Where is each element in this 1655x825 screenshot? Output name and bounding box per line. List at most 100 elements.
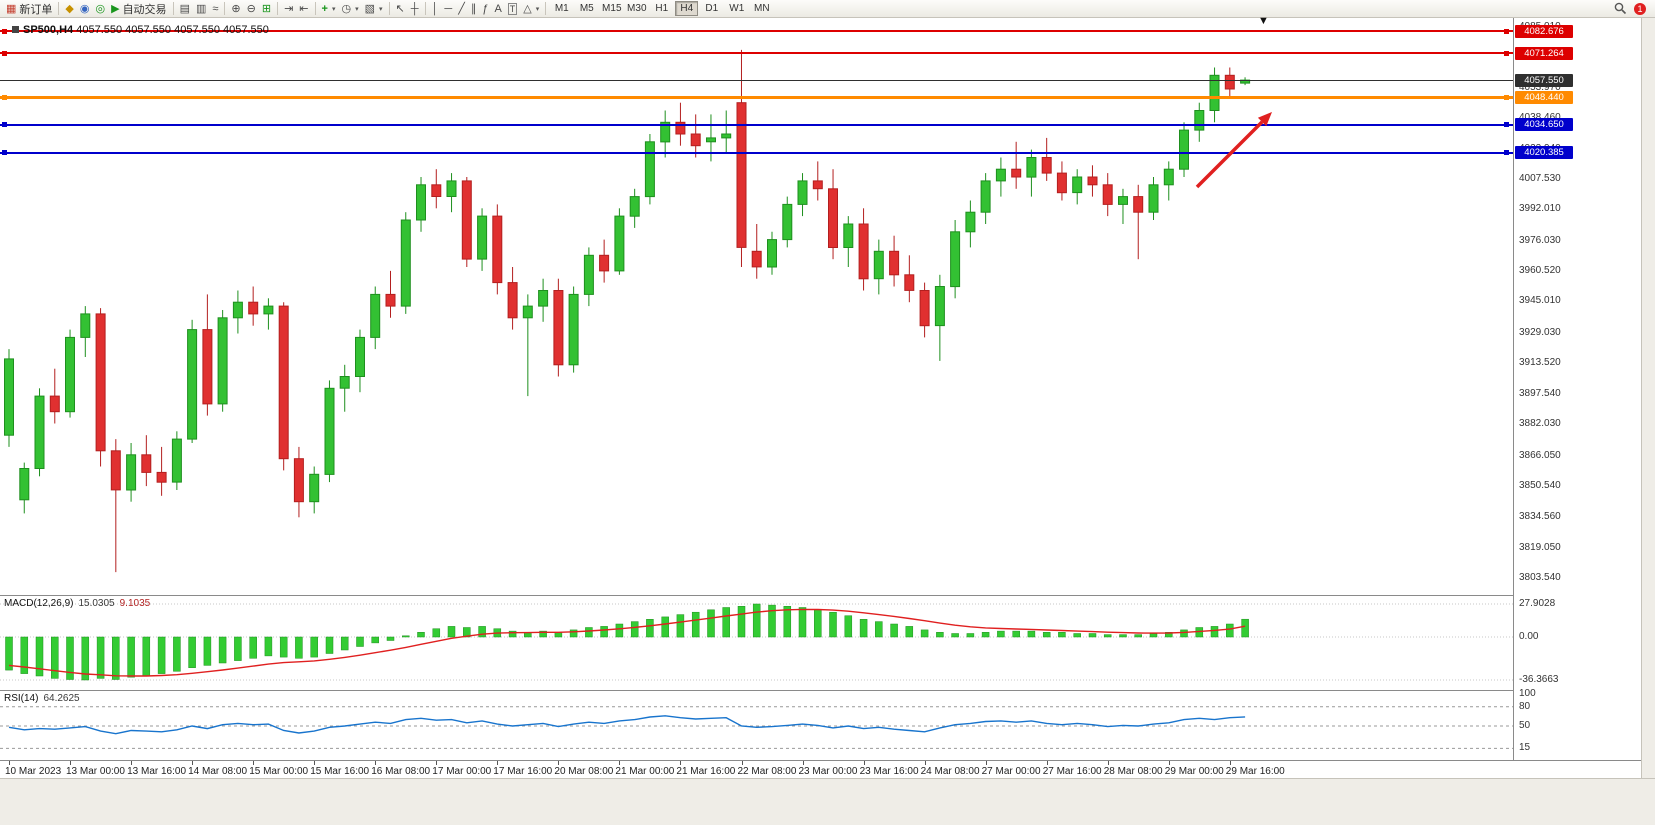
line-handle[interactable] xyxy=(1504,95,1509,101)
bar-chart-button[interactable]: ▤ xyxy=(177,1,193,17)
navigator-button[interactable]: ◎ xyxy=(92,1,108,17)
auto-scroll-button[interactable]: ⇥ xyxy=(281,1,296,17)
auto-trading-button[interactable]: ▶ 自动交易 xyxy=(108,1,169,17)
rsi-scale-label: 100 xyxy=(1519,688,1536,699)
timeframe-button-m30[interactable]: M30 xyxy=(627,3,647,14)
timeframe-button-d1[interactable]: D1 xyxy=(705,3,719,14)
candle xyxy=(721,110,732,154)
time-axis-label: 16 Mar 08:00 xyxy=(371,766,431,777)
time-axis-label: 27 Mar 00:00 xyxy=(981,766,1041,777)
search-button[interactable] xyxy=(1611,1,1630,17)
candle xyxy=(904,255,915,303)
timeframe-button-mn[interactable]: MN xyxy=(754,3,770,14)
horizontal-level-line[interactable] xyxy=(0,151,1513,154)
notification-badge[interactable]: 1 xyxy=(1634,2,1646,15)
main-chart-panel[interactable]: SP500,H4 4057.550 4057.550 4057.550 4057… xyxy=(0,15,1513,595)
line-handle[interactable] xyxy=(2,95,7,101)
time-axis-tick xyxy=(1229,761,1231,765)
marker-triangle-icon[interactable]: ▼ xyxy=(1258,15,1269,27)
time-axis[interactable]: 10 Mar 2023 13 Mar 00:00 13 Mar 16:00 14 Ma… xyxy=(0,760,1641,778)
text-label-button[interactable]: T xyxy=(505,1,521,17)
zoom-out-button[interactable]: ⊖ xyxy=(244,1,259,17)
timeframe-button-w1[interactable]: W1 xyxy=(729,3,745,14)
crosshair-button[interactable]: ┼ xyxy=(408,1,422,17)
timeframe-button-m1[interactable]: M1 xyxy=(554,3,569,14)
line-handle[interactable] xyxy=(2,122,7,128)
line-handle[interactable] xyxy=(1504,28,1509,34)
timeframe-button-m5[interactable]: M5 xyxy=(579,3,594,14)
candle xyxy=(1209,67,1220,123)
text-button[interactable]: A xyxy=(491,1,504,17)
shapes-button[interactable]: △ ▾ xyxy=(520,1,542,17)
candle xyxy=(263,298,274,330)
periods-button[interactable]: ◷ ▾ xyxy=(338,1,361,17)
periods-clock-icon: ◷ xyxy=(341,2,352,15)
horizontal-level-line[interactable] xyxy=(0,52,1513,55)
text-icon: A xyxy=(494,2,502,15)
timeframe-button-h1[interactable]: H1 xyxy=(655,3,669,14)
rsi-scale-label: 50 xyxy=(1519,720,1531,731)
cursor-button[interactable]: ↖ xyxy=(393,1,408,17)
rsi-label: RSI(14) 64.2625 xyxy=(4,693,80,704)
auto-scroll-icon: ⇥ xyxy=(284,2,294,15)
rsi-name: RSI(14) xyxy=(4,693,39,704)
candle xyxy=(1026,149,1037,197)
new-order-button[interactable]: ▦ 新订单 xyxy=(3,1,55,17)
search-icon xyxy=(1614,2,1627,15)
line-chart-button[interactable]: ≈ xyxy=(209,1,221,17)
line-handle[interactable] xyxy=(1504,50,1509,56)
candlestick-chart-button[interactable]: ▥ xyxy=(193,1,209,17)
line-handle[interactable] xyxy=(1504,122,1509,128)
timeframe-button-h4[interactable]: H4 xyxy=(675,1,699,16)
candle xyxy=(858,208,869,291)
candle xyxy=(171,431,182,490)
time-axis-tick xyxy=(192,761,194,765)
rsi-plot xyxy=(0,706,1513,749)
macd-panel[interactable]: MACD(12,26,9) 15.0305 9.1035 xyxy=(0,595,1513,690)
candle xyxy=(202,294,213,416)
toolbar-separator xyxy=(314,2,316,15)
rsi-scale-label: 15 xyxy=(1519,742,1531,754)
candle xyxy=(1102,173,1113,217)
market-watch-icon: ◉ xyxy=(79,2,90,15)
time-axis-label: 13 Mar 00:00 xyxy=(66,766,125,777)
trendline-button[interactable]: ╱ xyxy=(455,1,468,17)
metaeditor-button[interactable]: ◆ xyxy=(62,1,76,17)
equidistant-channel-button[interactable]: ∥ xyxy=(468,1,480,17)
line-handle[interactable] xyxy=(2,50,7,56)
chart-shift-icon: ⇤ xyxy=(299,2,309,15)
time-axis-label: 17 Mar 16:00 xyxy=(493,766,553,777)
templates-button[interactable]: ▧ ▾ xyxy=(362,1,386,17)
rsi-panel[interactable]: RSI(14) 64.2625 xyxy=(0,690,1513,760)
candle xyxy=(1224,67,1235,99)
zoom-in-button[interactable]: ⊕ xyxy=(228,1,243,17)
price-axis[interactable]: 4085.0104069.4904053.9704038.4604022.940… xyxy=(1513,18,1641,760)
time-axis-tick xyxy=(924,761,926,765)
tile-windows-button[interactable]: ⊞ xyxy=(259,1,274,17)
time-axis-label: 14 Mar 08:00 xyxy=(188,766,248,777)
cursor-icon: ↖ xyxy=(395,2,405,15)
horizontal-line-button[interactable]: ─ xyxy=(441,1,455,17)
market-watch-button[interactable]: ◉ xyxy=(77,1,93,17)
horizontal-level-line[interactable] xyxy=(0,96,1513,100)
line-handle[interactable] xyxy=(1504,150,1509,156)
fibonacci-button[interactable]: ƒ xyxy=(479,1,491,17)
candle xyxy=(660,110,671,158)
timeframe-button-m15[interactable]: M15 xyxy=(602,3,622,14)
candle xyxy=(828,169,838,260)
time-axis-tick xyxy=(436,761,438,765)
horizontal-level-line[interactable] xyxy=(0,123,1513,126)
candle xyxy=(324,380,335,483)
vertical-line-button[interactable]: │ xyxy=(429,1,442,17)
chart-shift-button[interactable]: ⇤ xyxy=(296,1,311,17)
macd-label: MACD(12,26,9) 15.0305 9.1035 xyxy=(4,598,150,609)
candle xyxy=(1118,188,1128,224)
candle xyxy=(355,329,365,393)
macd-scale-label: 27.9028 xyxy=(1519,598,1556,609)
line-handle[interactable] xyxy=(2,150,7,156)
candle xyxy=(507,267,518,330)
indicators-button[interactable]: + ▾ xyxy=(319,1,339,17)
line-handle[interactable] xyxy=(2,28,7,34)
candle xyxy=(309,466,320,514)
chart-title: SP500,H4 4057.550 4057.550 4057.550 4057… xyxy=(12,24,269,36)
